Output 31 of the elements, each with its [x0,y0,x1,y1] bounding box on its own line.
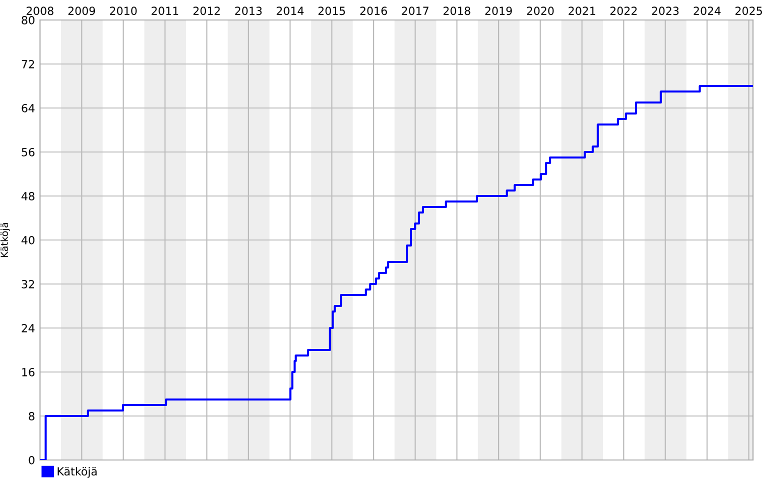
x-tick-label: 2011 [152,6,178,16]
x-tick-label: 2014 [276,6,304,16]
x-tick-label: 2019 [485,6,512,16]
x-tick-label: 2016 [360,6,387,16]
x-tick-label: 2018 [444,6,470,16]
y-tick-label: 40 [22,236,34,244]
x-tick-label: 2015 [318,6,345,16]
x-tick-label: 2017 [402,6,428,16]
x-tick-label: 2022 [610,6,637,16]
x-tick-label: 2013 [235,6,262,16]
x-tick-label: 2025 [735,6,762,16]
y-tick-label: 8 [28,412,34,420]
x-tick-label: 2012 [193,6,220,16]
legend-label: Kätköjä [58,466,97,478]
x-tick-label: 2023 [652,6,679,16]
x-tick-label: 2010 [110,6,137,16]
x-tick-label: 2008 [26,6,54,16]
x-tick-label: 2009 [68,6,96,16]
y-tick-label: 80 [22,16,34,24]
y-tick-label: 64 [22,104,35,112]
y-tick-label: 32 [22,280,34,288]
y-tick-label: 48 [22,192,34,200]
x-tick-label: 2020 [527,6,554,16]
y-tick-label: 0 [28,456,34,464]
x-tick-label: 2024 [694,6,721,16]
y-axis-title: Kätköjä [0,222,10,257]
y-tick-label: 56 [22,148,34,156]
x-tick-label: 2021 [568,6,596,16]
y-tick-label: 16 [22,368,34,376]
y-tick-label: 24 [22,324,35,332]
y-tick-label: 72 [22,60,34,68]
